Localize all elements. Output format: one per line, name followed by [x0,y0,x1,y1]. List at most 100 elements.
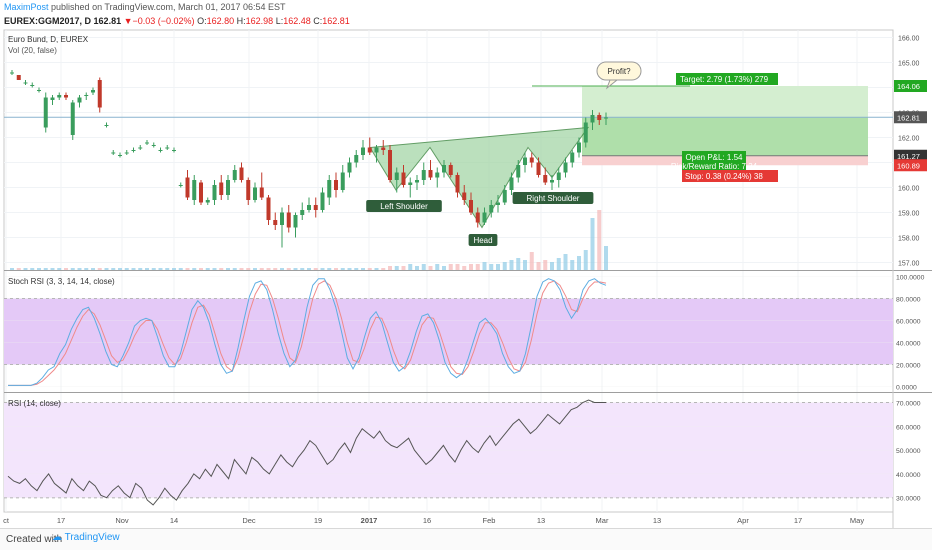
candle-body [327,180,332,198]
author-link[interactable]: MaximPost [4,2,49,12]
candle-body [37,90,41,91]
candle-body [145,142,149,144]
candle-body [536,162,541,175]
candle-body [577,142,581,153]
price-badge-bg [894,149,927,162]
volume-bar [455,264,460,270]
target-label-bg [676,73,778,85]
osc-axis-tick: 50.0000 [896,448,921,455]
time-axis-tick: Nov [115,516,129,525]
high-value: 162.98 [245,16,274,26]
volume-bar [374,268,379,270]
volume-bar [421,264,426,270]
candle-body [111,152,116,154]
time-axis-tick: 2017 [361,516,378,525]
volume-bar [104,268,109,270]
candle-body [273,220,278,225]
osc-axis-tick: 30.0000 [896,496,921,503]
chart-canvas[interactable]: Left Shoulder Head Right Shoulder Profit? Ta… [0,0,932,528]
tradingview-brand: TradingView [64,532,120,543]
volume-bar [394,266,399,270]
volume-bar [563,254,568,270]
candle-body [408,182,413,185]
time-axis-tick: 19 [314,516,322,525]
volume-bar [489,264,494,270]
volume-bar [111,268,116,270]
volume-bar [16,268,21,270]
volume-bar [442,266,446,270]
candle-body [563,162,568,173]
osc-axis-tick: 0.0000 [896,385,917,392]
candle-body [246,180,251,200]
time-axis-tick: May [850,516,864,525]
volume-bar [509,260,514,270]
osc-axis-tick: 60.0000 [896,319,921,326]
volume-bar [462,266,467,270]
candle-body [266,197,271,220]
volume-bar [286,268,291,270]
volume-bar [340,268,345,270]
stoch-k-line [8,278,607,386]
candle-body [583,122,588,143]
osc-axis-tick: 60.0000 [896,424,921,431]
volume-bar [415,266,419,270]
volume-bar [408,264,413,270]
candle-body [388,150,392,180]
candle-body [570,152,575,163]
volume-bar [165,268,170,270]
candle-body [550,180,554,183]
candle-body [543,175,548,183]
volume-bar [320,268,325,270]
ohlc-line: EUREX:GGM2017, D 162.81 ▼−0.03 (−0.02%) … [4,16,350,26]
volume-bar [475,264,480,270]
stoch-d-line [8,280,607,386]
risk-reward-label: Risk/Reward Ratio: 7.34 [671,162,758,171]
volume-bar [37,268,41,270]
candle-body [138,147,143,149]
main-title: Euro Bund, D, EUREX [8,35,89,44]
price-axis-tick: 162.00 [898,136,920,143]
volume-bar [219,268,224,270]
volume-bar [138,268,143,270]
time-axis-tick: 13 [653,516,661,525]
candle-body [226,180,230,195]
time-axis-tick: Mar [596,516,609,525]
volume-bar [448,264,453,270]
time-axis-tick: Apr [737,516,749,525]
candle-body [347,162,352,173]
price-badge-bg [894,80,927,92]
osc-axis-tick: 100.0000 [896,275,925,282]
volume-bar [543,260,548,270]
volume-bar [158,268,163,270]
candle-body [293,215,298,228]
volume-bar [259,268,264,270]
volume-bar [199,268,203,270]
volume-bar [280,268,284,270]
candle-body [131,150,136,151]
price-badge: 164.06 [897,82,920,91]
time-axis-tick: Feb [483,516,496,525]
candle-body [394,172,399,180]
candle-body [219,182,224,195]
candle-body [10,72,14,74]
volume-bar [401,266,406,270]
volume-bar [185,268,190,270]
volume-bar [347,268,352,270]
candle-body [165,147,170,149]
volume-bar [496,264,500,270]
candle-body [172,150,176,151]
price-badge: 162.81 [897,113,920,122]
candle-body [489,205,494,213]
price-axis-tick: 166.00 [898,36,920,43]
volume-bar [590,218,595,270]
volume-bar [550,262,554,270]
volume-label: Vol (20, false) [8,46,57,55]
volume-bar [131,268,136,270]
profit-zone [582,117,868,156]
candle-body [199,182,203,203]
candle-body [124,152,129,154]
volume-bar [300,268,305,270]
footer-bar: Created with ☁ TradingView [0,528,932,550]
left-shoulder-label-bg [366,200,442,212]
tradingview-logo[interactable]: ☁ TradingView [52,532,120,543]
